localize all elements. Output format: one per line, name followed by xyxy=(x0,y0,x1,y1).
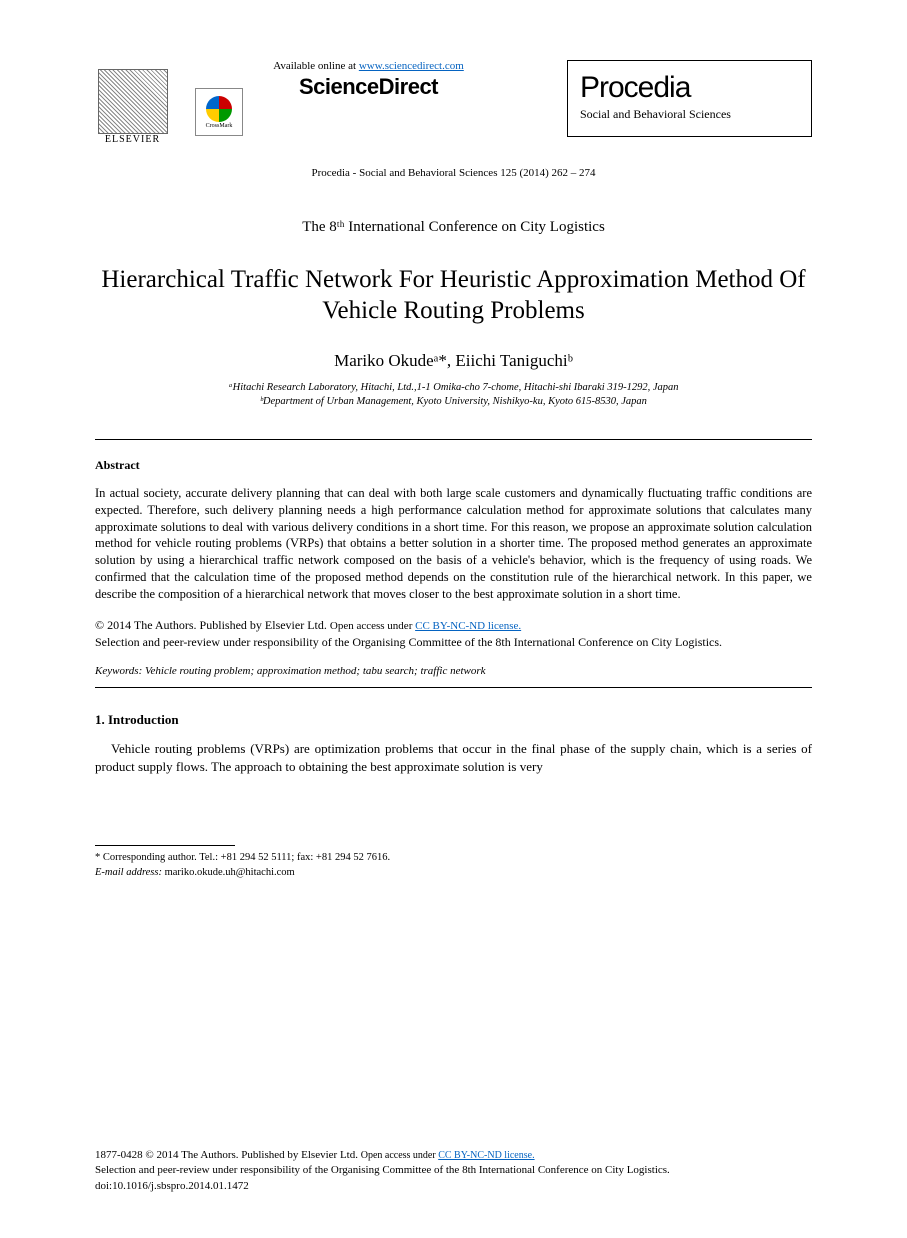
elsevier-logo: ELSEVIER xyxy=(95,60,170,145)
crossmark-badge[interactable]: CrossMark xyxy=(195,88,243,136)
procedia-subtitle: Social and Behavioral Sciences xyxy=(580,107,799,122)
procedia-box: Procedia Social and Behavioral Sciences xyxy=(567,60,812,137)
footnote-separator xyxy=(95,845,235,846)
footer-peer-review: Selection and peer-review under responsi… xyxy=(95,1164,670,1176)
section-1-heading: 1. Introduction xyxy=(95,712,812,728)
authors: Mariko Okudeᵃ*, Eiichi Taniguchiᵇ xyxy=(95,351,812,371)
abstract-heading: Abstract xyxy=(95,458,812,473)
corresponding-author: * Corresponding author. Tel.: +81 294 52… xyxy=(95,851,812,866)
available-online: Available online at www.sciencedirect.co… xyxy=(180,60,557,72)
keywords-label: Keywords xyxy=(95,665,139,677)
divider-top xyxy=(95,439,812,440)
footer-license-link[interactable]: CC BY-NC-ND license. xyxy=(438,1150,534,1161)
footer: 1877-0428 © 2014 The Authors. Published … xyxy=(95,1148,812,1194)
crossmark-icon xyxy=(206,96,232,122)
affiliation-a: ᵃHitachi Research Laboratory, Hitachi, L… xyxy=(95,381,812,395)
divider-bottom xyxy=(95,687,812,688)
section-1-text: Vehicle routing problems (VRPs) are opti… xyxy=(95,740,812,775)
affiliation-b: ᵇDepartment of Urban Management, Kyoto U… xyxy=(95,395,812,409)
license-link[interactable]: CC BY-NC-ND license. xyxy=(415,620,521,632)
abstract-text: In actual society, accurate delivery pla… xyxy=(95,485,812,603)
procedia-title: Procedia xyxy=(580,71,799,105)
sciencedirect-link[interactable]: www.sciencedirect.com xyxy=(359,60,464,72)
copyright-block: © 2014 The Authors. Published by Elsevie… xyxy=(95,617,812,651)
journal-reference: Procedia - Social and Behavioral Science… xyxy=(95,167,812,179)
page-content: ELSEVIER Available online at www.science… xyxy=(0,0,907,931)
conference-name: The 8ᵗʰ International Conference on City… xyxy=(95,219,812,236)
crossmark-label: CrossMark xyxy=(206,123,233,129)
email-label: E-mail address: xyxy=(95,867,162,878)
email-address: mariko.okude.uh@hitachi.com xyxy=(162,867,295,878)
paper-title: Hierarchical Traffic Network For Heurist… xyxy=(95,264,812,327)
peer-review-text: Selection and peer-review under responsi… xyxy=(95,635,722,649)
affiliations: ᵃHitachi Research Laboratory, Hitachi, L… xyxy=(95,381,812,409)
elsevier-tree-icon xyxy=(98,69,168,134)
doi: doi:10.1016/j.sbspro.2014.01.1472 xyxy=(95,1180,249,1192)
footnote: * Corresponding author. Tel.: +81 294 52… xyxy=(95,851,812,880)
keywords: Keywords: Vehicle routing problem; appro… xyxy=(95,665,812,677)
keywords-text: : Vehicle routing problem; approximation… xyxy=(139,665,486,677)
elsevier-label: ELSEVIER xyxy=(105,134,160,145)
